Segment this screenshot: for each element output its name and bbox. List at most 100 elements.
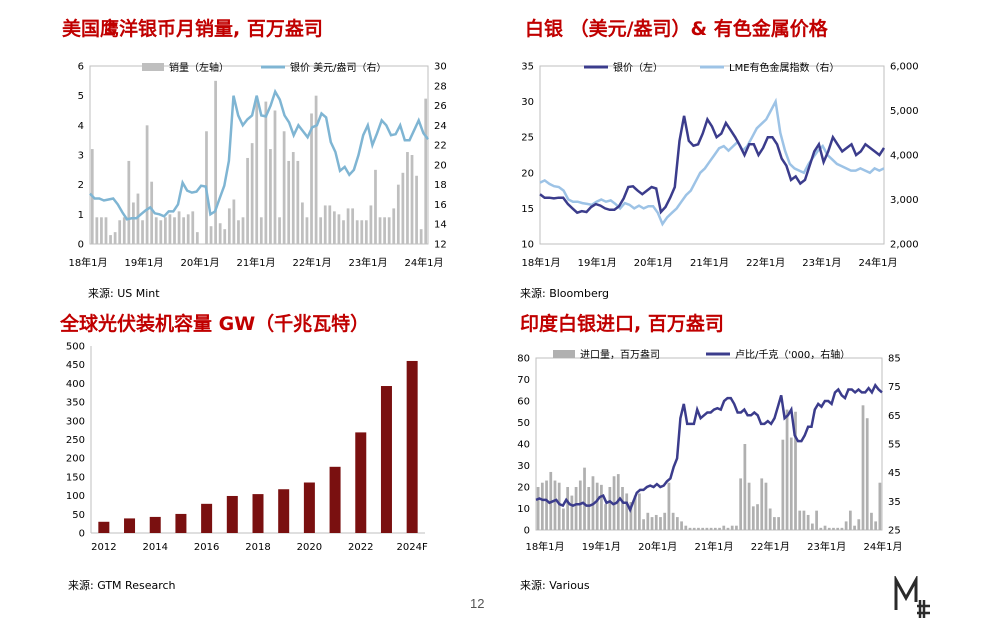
chart4-imports-bar	[865, 418, 869, 530]
chart4-imports-bar	[743, 444, 747, 530]
chart3-ytick-left: 450	[66, 360, 85, 371]
chart1-sales-bar	[364, 220, 368, 244]
chart4-ytick-left: 20	[517, 483, 530, 494]
chart4-imports-bar	[583, 467, 586, 530]
chart1-sales-bar	[419, 229, 423, 244]
chart4-imports-bar	[587, 487, 591, 530]
chart3-ytick-left: 250	[66, 435, 85, 446]
chart1-sales-bar	[328, 205, 332, 244]
chart4-imports-bar	[768, 508, 772, 530]
chart4-imports-bar	[848, 510, 852, 530]
chart1-sales-bar	[369, 205, 373, 244]
chart1-sales-bar	[223, 229, 227, 244]
chart4-ytick-right: 65	[888, 411, 901, 422]
chart1-sales-bar	[241, 217, 245, 244]
chart1-sales-legend-swatch	[142, 63, 164, 71]
chart4-imports-bar	[671, 512, 675, 530]
chart1-sales-bar	[132, 202, 135, 244]
chart4-imports-bar	[562, 508, 565, 530]
chart4-xtick: 21年1月	[694, 540, 733, 553]
chart1-xtick: 23年1月	[348, 256, 387, 269]
chart3-bar	[149, 516, 161, 533]
chart3-ytick-left: 100	[66, 491, 85, 502]
chart1-sales-bar	[177, 211, 181, 244]
chart4-imports-bar	[625, 493, 629, 530]
chart4-ytick-right: 45	[888, 468, 901, 479]
chart4-imports-bar	[798, 510, 802, 530]
chart1-ytick-left: 6	[78, 62, 84, 73]
chart1-sales-bar	[323, 205, 327, 244]
chart4-xtick: 24年1月	[863, 540, 902, 553]
chart4-imports-bar	[751, 506, 755, 530]
brand-logo	[894, 576, 930, 618]
chart3-bar	[201, 503, 213, 533]
chart4-xtick: 23年1月	[807, 540, 846, 553]
chart4-ytick-right: 85	[888, 354, 901, 365]
chart1-sales-bar	[337, 214, 341, 244]
chart2-xtick: 23年1月	[802, 256, 841, 269]
chart4-imports-bar	[629, 502, 633, 530]
chart1-ytick-right: 18	[434, 180, 447, 191]
chart1-ytick-left: 5	[78, 91, 84, 102]
chart4-imports-bar	[604, 504, 607, 530]
chart3-title: 全球光伏装机容量 GW（千兆瓦特）	[60, 313, 370, 335]
chart4-imports-bar	[705, 527, 709, 530]
chart1-sales-bar	[136, 193, 140, 244]
chart4-imports-bar	[730, 525, 734, 530]
chart4-imports-bar	[680, 521, 683, 530]
chart4-ytick-left: 30	[517, 461, 530, 472]
chart4-ytick-right: 25	[888, 526, 901, 537]
chart3-bar	[380, 386, 392, 533]
chart2-ytick-left: 25	[521, 133, 534, 144]
chart1-sales-bar	[332, 211, 336, 244]
chart2-ytick-right: 3,000	[890, 195, 919, 206]
chart1-xtick: 21年1月	[236, 256, 275, 269]
chart1-ytick-left: 3	[78, 151, 84, 162]
chart4-title: 印度白银进口, 百万盎司	[520, 313, 724, 335]
chart2-xtick: 22年1月	[746, 256, 785, 269]
chart1-sales-bar	[154, 217, 158, 244]
chart4-imports-bar	[621, 487, 624, 530]
chart4-imports-bar	[785, 409, 789, 530]
chart3-xtick: 2022	[348, 542, 373, 553]
chart1-sales-bar	[195, 232, 199, 244]
chart1-sales-bar	[282, 131, 286, 244]
chart1-sales-bar	[113, 232, 117, 244]
chart1-sales-bar	[269, 149, 272, 244]
chart4-imports-bar	[857, 519, 861, 530]
chart4-imports-bar	[827, 527, 831, 530]
chart1-sales-bar	[355, 220, 359, 244]
chart4-imports-bar	[633, 495, 637, 530]
chart1-sales-bar	[250, 143, 254, 244]
chart3-ytick-left: 50	[72, 510, 85, 521]
chart1-sales-bar	[301, 202, 304, 244]
chart4-imports-bar	[650, 517, 654, 530]
chart4-imports-bar	[819, 527, 823, 530]
chart2-ytick-left: 15	[521, 204, 534, 215]
chart3-source: 来源: GTM Research	[68, 579, 176, 592]
chart2-xtick: 21年1月	[690, 256, 729, 269]
chart1-sales-bar	[141, 220, 144, 244]
chart4-imports-bar	[794, 411, 797, 530]
chart1-sales-legend-label: 销量（左轴）	[169, 61, 229, 74]
chart2-ytick-right: 2,000	[890, 240, 919, 251]
chart1-sales-bar	[392, 208, 396, 244]
chart4-ytick-left: 80	[517, 354, 530, 365]
chart1-ytick-right: 28	[434, 81, 447, 92]
chart4-imports-bar	[878, 482, 882, 530]
chart3-bar	[329, 466, 341, 533]
chart4-ytick-right: 55	[888, 440, 901, 451]
chart1-sales-bar	[346, 208, 350, 244]
chart3-xtick: 2014	[143, 542, 168, 553]
chart4-imports-bar	[608, 487, 612, 530]
chart3-ytick-left: 200	[66, 454, 85, 465]
chart4-xtick: 18年1月	[525, 540, 564, 553]
chart1-ytick-left: 0	[78, 240, 84, 251]
chart1-ytick-right: 24	[434, 121, 447, 132]
chart1-sales-bar	[237, 220, 240, 244]
chart1-sales-bar	[296, 160, 300, 244]
chart1-sales-bar	[186, 214, 190, 244]
chart3-xtick: 2024F	[397, 542, 428, 553]
chart4-imports-bar	[861, 405, 865, 530]
